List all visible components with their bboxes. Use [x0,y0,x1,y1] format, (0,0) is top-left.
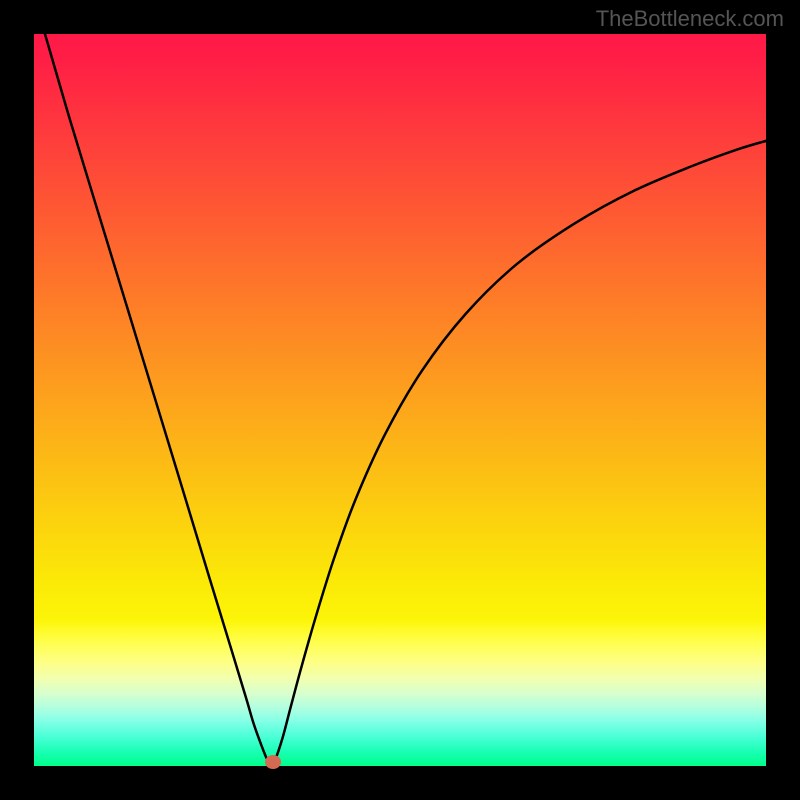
plot-area [34,34,766,766]
minimum-marker [265,755,281,769]
bottleneck-curve [34,34,766,766]
chart-frame: TheBottleneck.com [0,0,800,800]
watermark-text: TheBottleneck.com [596,6,784,32]
